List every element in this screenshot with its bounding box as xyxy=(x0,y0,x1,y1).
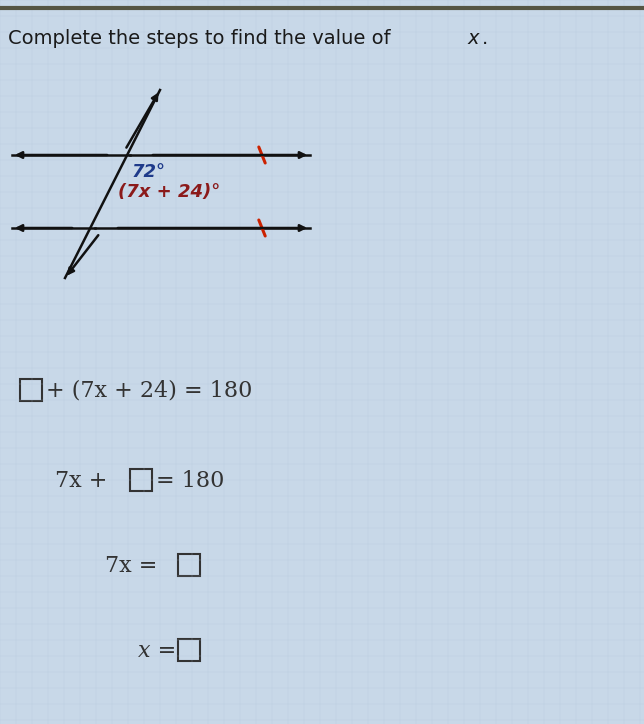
Text: Complete the steps to find the value of: Complete the steps to find the value of xyxy=(8,28,397,48)
Text: = 180: = 180 xyxy=(156,470,224,492)
Text: x =: x = xyxy=(138,640,184,662)
Text: + (7x + 24) = 180: + (7x + 24) = 180 xyxy=(46,380,252,402)
Text: 72°: 72° xyxy=(132,163,166,181)
Text: 7x =: 7x = xyxy=(105,555,164,577)
Bar xyxy=(130,469,152,491)
Bar xyxy=(178,639,200,661)
Bar xyxy=(20,379,42,401)
Text: 7x +: 7x + xyxy=(55,470,115,492)
Text: x: x xyxy=(468,28,480,48)
Text: .: . xyxy=(482,28,488,48)
Bar xyxy=(178,554,200,576)
Text: (7x + 24)°: (7x + 24)° xyxy=(118,183,220,201)
